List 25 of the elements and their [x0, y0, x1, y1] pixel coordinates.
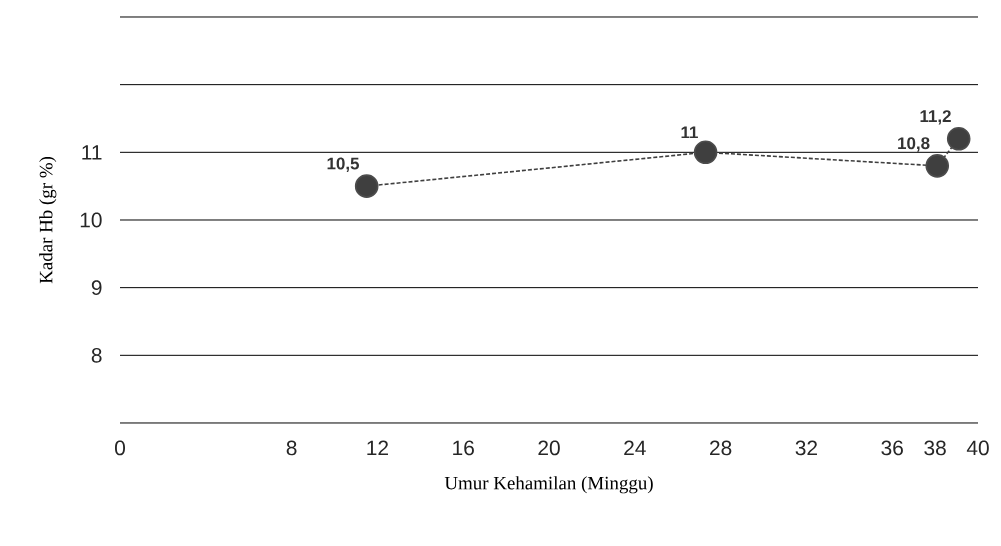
x-tick-label: 12	[367, 440, 388, 456]
data-label: 10,5	[327, 157, 360, 172]
x-tick-label: 24	[624, 440, 646, 456]
x-tick-label: 0	[115, 440, 125, 456]
y-tick-label: 8	[91, 347, 102, 363]
x-tick-label: 8	[286, 440, 297, 456]
data-label: 11,2	[920, 110, 951, 125]
x-tick-label: 32	[795, 440, 817, 456]
x-tick-label: 28	[710, 440, 732, 456]
x-tick-label: 20	[538, 440, 560, 456]
y-tick-label: 9	[91, 280, 102, 296]
point	[354, 174, 379, 198]
x-tick-label: 16	[453, 440, 474, 456]
x-axis-title: Umur Kehamilan (Minggu)	[444, 476, 653, 494]
point	[925, 154, 950, 178]
y-tick-label: 11	[82, 145, 102, 160]
x-tick-label: 38	[924, 440, 946, 456]
x-tick-label: 40	[966, 440, 989, 456]
point	[946, 126, 971, 151]
y-axis-title: Kadar Hb (gr %)	[39, 156, 57, 284]
y-tick-label: 10	[80, 212, 102, 228]
data-label: 11	[681, 126, 698, 139]
x-tick-label: 36	[881, 440, 903, 456]
data-label: 10,8	[898, 137, 930, 152]
point	[693, 140, 718, 165]
